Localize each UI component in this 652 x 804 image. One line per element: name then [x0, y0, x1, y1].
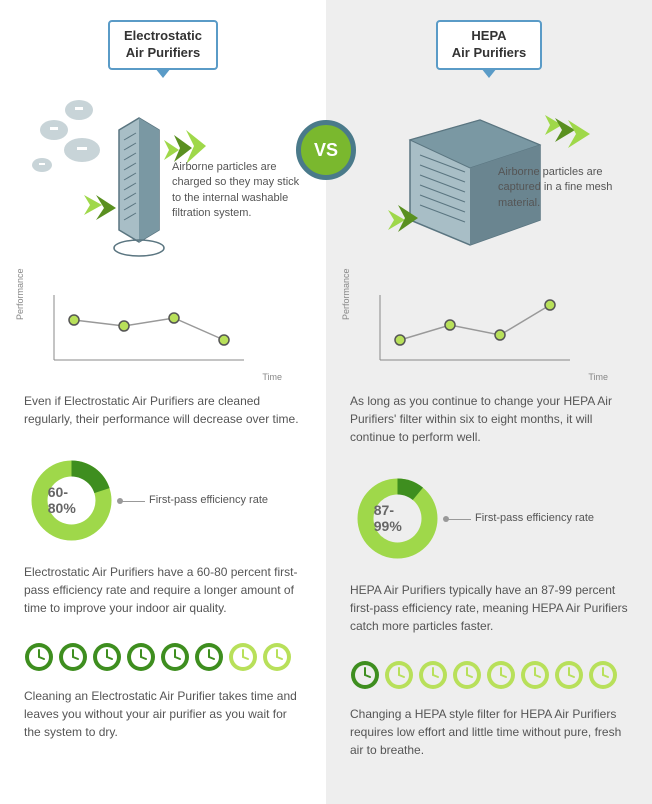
right-chart-text: As long as you continue to change your H… — [350, 392, 628, 446]
right-donut-text: HEPA Air Purifiers typically have an 87-… — [350, 581, 628, 635]
y-axis-label: Performance — [341, 268, 351, 320]
left-efficiency-label: First-pass efficiency rate — [149, 494, 268, 506]
clock-icon — [418, 660, 448, 690]
right-efficiency-label: First-pass efficiency rate — [475, 512, 594, 524]
clock-icon — [486, 660, 516, 690]
clock-icon — [92, 642, 122, 672]
clock-icon — [58, 642, 88, 672]
clock-icon — [228, 642, 258, 672]
right-device-section: Airborne particles are captured in a fin… — [350, 80, 628, 280]
clock-icon — [160, 642, 190, 672]
clock-icon — [452, 660, 482, 690]
left-chart-text: Even if Electrostatic Air Purifiers are … — [24, 392, 302, 428]
clock-icon — [194, 642, 224, 672]
y-axis-label: Performance — [15, 268, 25, 320]
left-title: ElectrostaticAir Purifiers — [108, 20, 218, 70]
x-axis-label: Time — [262, 372, 282, 382]
left-donut-text: Electrostatic Air Purifiers have a 60-80… — [24, 563, 302, 617]
clock-icon — [554, 660, 584, 690]
clock-icon — [350, 660, 380, 690]
right-donut-section: 87-99% First-pass efficiency rate — [350, 471, 628, 566]
right-title: HEPAAir Purifiers — [436, 20, 542, 70]
right-clock-row — [350, 660, 628, 690]
right-column: HEPAAir Purifiers Airborne particles are… — [326, 0, 652, 804]
right-clock-text: Changing a HEPA style filter for HEPA Ai… — [350, 705, 628, 759]
left-performance-chart — [44, 290, 264, 370]
right-device-desc: Airborne particles are captured in a fin… — [498, 165, 628, 211]
vs-badge: VS — [296, 120, 356, 180]
right-chart-section: Performance Time As long as you continue… — [350, 290, 628, 446]
clock-icon — [588, 660, 618, 690]
left-chart-section: Performance Time Even if Electrostatic A… — [24, 290, 302, 428]
clock-icon — [384, 660, 414, 690]
right-donut-value: 87-99% — [374, 502, 422, 534]
clock-icon — [126, 642, 156, 672]
clock-icon — [24, 642, 54, 672]
left-device-section: Airborne particles are charged so they m… — [24, 80, 302, 280]
x-axis-label: Time — [588, 372, 608, 382]
left-device-desc: Airborne particles are charged so they m… — [172, 160, 302, 222]
left-donut-section: 60-80% First-pass efficiency rate — [24, 453, 302, 548]
clock-icon — [262, 642, 292, 672]
left-clock-text: Cleaning an Electrostatic Air Purifier t… — [24, 687, 302, 741]
comparison-container: ElectrostaticAir Purifiers — [0, 0, 652, 804]
right-performance-chart — [370, 290, 590, 370]
left-clock-row — [24, 642, 302, 672]
clock-icon — [520, 660, 550, 690]
left-donut-value: 60-80% — [48, 484, 96, 516]
left-column: ElectrostaticAir Purifiers — [0, 0, 326, 804]
